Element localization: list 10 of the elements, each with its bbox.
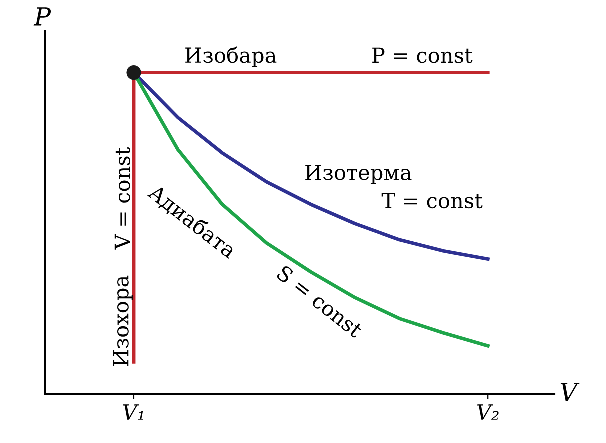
text: Изохора xyxy=(113,276,133,366)
series-label: Изотерма xyxy=(306,164,412,184)
annotation: V = const xyxy=(114,147,130,250)
x-tick-label: V₂ xyxy=(477,404,499,420)
x-tick-label: V₁ xyxy=(123,404,144,420)
series-label: Изобара xyxy=(186,46,277,68)
x-axis-title: V xyxy=(560,382,580,402)
text: P = const xyxy=(372,48,473,64)
y-axis-title: P xyxy=(34,8,52,26)
annotation: T = const xyxy=(382,193,483,209)
